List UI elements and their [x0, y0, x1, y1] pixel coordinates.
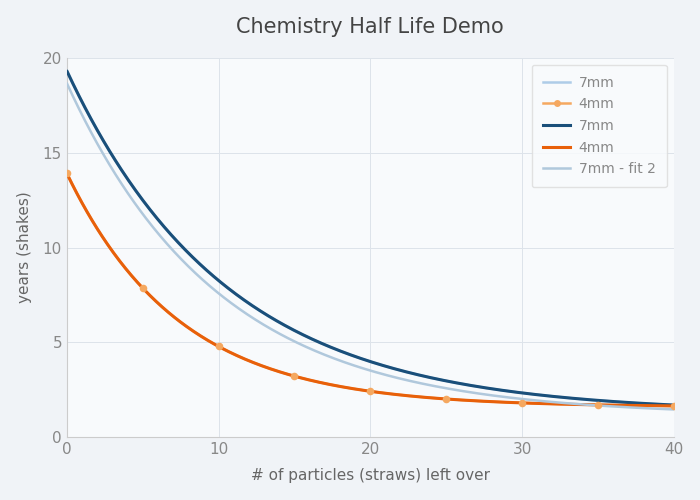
Point — [289, 372, 300, 380]
Point — [137, 284, 148, 292]
Point — [517, 399, 528, 407]
Point — [668, 402, 679, 410]
X-axis label: # of particles (straws) left over: # of particles (straws) left over — [251, 468, 490, 483]
Point — [440, 395, 452, 403]
Y-axis label: years (shakes): years (shakes) — [17, 192, 32, 304]
Point — [62, 170, 73, 177]
Point — [365, 388, 376, 396]
Title: Chemistry Half Life Demo: Chemistry Half Life Demo — [237, 16, 504, 36]
Legend: 7mm, 4mm, 7mm, 4mm, 7mm - fit 2: 7mm, 4mm, 7mm, 4mm, 7mm - fit 2 — [531, 64, 667, 188]
Point — [592, 401, 603, 409]
Point — [213, 342, 224, 350]
